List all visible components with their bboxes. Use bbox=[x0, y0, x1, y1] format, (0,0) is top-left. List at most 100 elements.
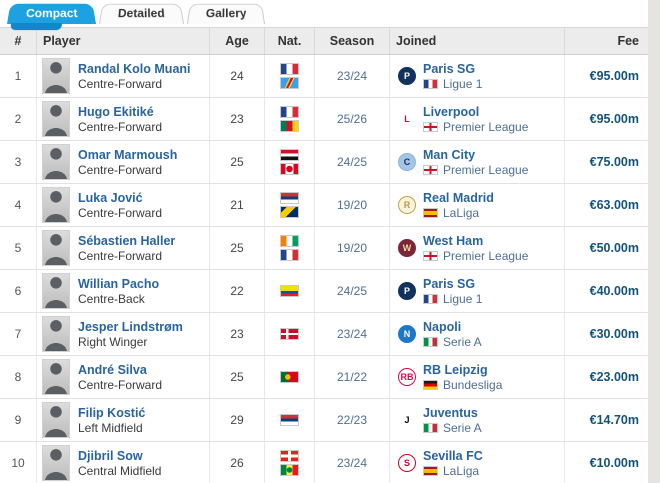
league-name-link[interactable]: Ligue 1 bbox=[443, 77, 483, 91]
club-logo-icon[interactable]: P bbox=[398, 282, 416, 300]
league-name-link[interactable]: Premier League bbox=[443, 249, 529, 263]
table-header: # Player Age Nat. Season Joined Fee bbox=[0, 27, 648, 55]
player-name-link[interactable]: André Silva bbox=[78, 362, 147, 377]
player-name-link[interactable]: Omar Marmoush bbox=[78, 147, 178, 162]
nationality-cell bbox=[265, 270, 315, 312]
season-cell[interactable]: 21/22 bbox=[315, 356, 390, 398]
club-logo-icon[interactable]: J bbox=[398, 411, 416, 429]
joined-cell: W West Ham Premier League bbox=[390, 227, 565, 269]
nationality-cell bbox=[265, 184, 315, 226]
season-cell[interactable]: 19/20 bbox=[315, 227, 390, 269]
age-cell: 25 bbox=[210, 141, 265, 183]
club-logo-icon[interactable]: L bbox=[398, 110, 416, 128]
league-name-link[interactable]: LaLiga bbox=[443, 464, 480, 478]
club-name-link[interactable]: Real Madrid bbox=[423, 191, 494, 205]
club-logo-icon[interactable]: S bbox=[398, 454, 416, 472]
rank-cell: 9 bbox=[0, 399, 37, 441]
nationality-cell bbox=[265, 399, 315, 441]
player-photo[interactable] bbox=[42, 230, 70, 266]
table-body: 1 Randal Kolo Muani Centre-Forward 24 23… bbox=[0, 55, 648, 483]
league-country-flag-icon bbox=[423, 294, 438, 304]
club-logo-icon[interactable]: C bbox=[398, 153, 416, 171]
player-position: Right Winger bbox=[78, 334, 148, 349]
fee-cell: €50.00m bbox=[589, 241, 639, 255]
player-photo[interactable] bbox=[42, 101, 70, 137]
rank-cell: 10 bbox=[0, 442, 37, 483]
table-row: 3 Omar Marmoush Centre-Forward 25 24/25 … bbox=[0, 141, 648, 184]
player-photo[interactable] bbox=[42, 144, 70, 180]
header-joined: Joined bbox=[390, 28, 565, 54]
table-row: 6 Willian Pacho Centre-Back 22 24/25 P P… bbox=[0, 270, 648, 313]
league-name-link[interactable]: Bundesliga bbox=[443, 378, 503, 392]
league-name-link[interactable]: Serie A bbox=[443, 421, 482, 435]
season-cell[interactable]: 23/24 bbox=[315, 55, 390, 97]
table-row: 10 Djibril Sow Central Midfield 26 23/24… bbox=[0, 442, 648, 483]
club-logo-icon[interactable]: RB bbox=[398, 368, 416, 386]
club-name-link[interactable]: Sevilla FC bbox=[423, 449, 483, 463]
player-photo[interactable] bbox=[42, 359, 70, 395]
club-name-link[interactable]: RB Leipzig bbox=[423, 363, 488, 377]
nationality-cell bbox=[265, 313, 315, 355]
player-name-link[interactable]: Randal Kolo Muani bbox=[78, 61, 191, 76]
season-cell[interactable]: 23/24 bbox=[315, 313, 390, 355]
league-name-link[interactable]: Premier League bbox=[443, 120, 529, 134]
season-cell[interactable]: 24/25 bbox=[315, 141, 390, 183]
rank-cell: 4 bbox=[0, 184, 37, 226]
season-cell[interactable]: 24/25 bbox=[315, 270, 390, 312]
tab-gallery[interactable]: Gallery bbox=[187, 3, 266, 25]
club-logo-icon[interactable]: R bbox=[398, 196, 416, 214]
league-name-link[interactable]: Premier League bbox=[443, 163, 529, 177]
club-logo-icon[interactable]: W bbox=[398, 239, 416, 257]
rank-cell: 3 bbox=[0, 141, 37, 183]
club-logo-icon[interactable]: N bbox=[398, 325, 416, 343]
league-name-link[interactable]: LaLiga bbox=[443, 206, 480, 220]
player-cell: Luka Jović Centre-Forward bbox=[37, 184, 210, 226]
player-name-link[interactable]: Hugo Ekitiké bbox=[78, 104, 154, 119]
nationality-cell bbox=[265, 55, 315, 97]
season-cell[interactable]: 23/24 bbox=[315, 442, 390, 483]
table-row: 7 Jesper Lindstrøm Right Winger 23 23/24… bbox=[0, 313, 648, 356]
league-name-link[interactable]: Ligue 1 bbox=[443, 292, 483, 306]
player-name-link[interactable]: Djibril Sow bbox=[78, 448, 143, 463]
league-country-flag-icon bbox=[423, 466, 438, 476]
player-photo[interactable] bbox=[42, 316, 70, 352]
nationality-flag-icon-fr bbox=[280, 63, 299, 75]
club-name-link[interactable]: Paris SG bbox=[423, 62, 476, 76]
player-name-link[interactable]: Filip Kostić bbox=[78, 405, 146, 420]
nationality-cell bbox=[265, 442, 315, 483]
player-name-link[interactable]: Sébastien Haller bbox=[78, 233, 176, 248]
nationality-flag-icon-sn bbox=[280, 464, 299, 476]
club-name-link[interactable]: Napoli bbox=[423, 320, 462, 334]
season-cell[interactable]: 22/23 bbox=[315, 399, 390, 441]
club-logo-icon[interactable]: P bbox=[398, 67, 416, 85]
player-cell: Omar Marmoush Centre-Forward bbox=[37, 141, 210, 183]
nationality-flag-icon-ca bbox=[280, 163, 299, 175]
player-name-link[interactable]: Willian Pacho bbox=[78, 276, 160, 291]
club-name-link[interactable]: West Ham bbox=[423, 234, 484, 248]
nationality-flag-icon-rs bbox=[280, 192, 299, 204]
league-country-flag-icon bbox=[423, 165, 438, 175]
tab-compact[interactable]: Compact bbox=[7, 3, 97, 25]
player-photo[interactable] bbox=[42, 58, 70, 94]
player-photo[interactable] bbox=[42, 187, 70, 223]
club-name-link[interactable]: Liverpool bbox=[423, 105, 480, 119]
joined-cell: P Paris SG Ligue 1 bbox=[390, 270, 565, 312]
player-name-link[interactable]: Jesper Lindstrøm bbox=[78, 319, 183, 334]
club-name-link[interactable]: Man City bbox=[423, 148, 476, 162]
season-cell[interactable]: 19/20 bbox=[315, 184, 390, 226]
player-photo[interactable] bbox=[42, 445, 70, 481]
nationality-flag-icon-ch bbox=[280, 450, 299, 462]
player-photo[interactable] bbox=[42, 402, 70, 438]
age-cell: 25 bbox=[210, 356, 265, 398]
club-name-link[interactable]: Juventus bbox=[423, 406, 478, 420]
league-country-flag-icon bbox=[423, 79, 438, 89]
club-name-link[interactable]: Paris SG bbox=[423, 277, 476, 291]
table-row: 4 Luka Jović Centre-Forward 21 19/20 R R… bbox=[0, 184, 648, 227]
player-photo[interactable] bbox=[42, 273, 70, 309]
tab-detailed[interactable]: Detailed bbox=[99, 3, 185, 25]
view-tabs: Compact Detailed Gallery bbox=[0, 0, 648, 27]
season-cell[interactable]: 25/26 bbox=[315, 98, 390, 140]
player-name-link[interactable]: Luka Jović bbox=[78, 190, 143, 205]
joined-cell: L Liverpool Premier League bbox=[390, 98, 565, 140]
league-name-link[interactable]: Serie A bbox=[443, 335, 482, 349]
